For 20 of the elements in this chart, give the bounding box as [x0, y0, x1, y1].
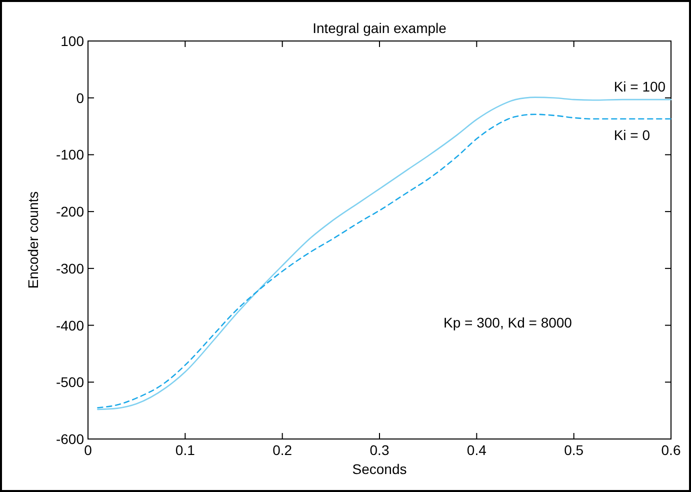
x-tick-label: 0.2: [272, 442, 292, 458]
y-tick-label: -100: [56, 146, 84, 163]
x-tick-label: 0.6: [661, 442, 681, 458]
y-tick-label: 0: [76, 90, 84, 106]
x-tick-label: 0.1: [175, 442, 196, 458]
y-tick-label: -200: [56, 204, 84, 220]
series-label: Ki = 0: [614, 126, 650, 143]
y-axis-title: Encoder counts: [25, 191, 41, 289]
y-tick-label: -400: [56, 317, 84, 334]
y-tick-label: -600: [56, 431, 84, 447]
y-tick-label: -500: [56, 374, 84, 390]
x-tick-label: 0.3: [370, 442, 390, 458]
series-label: Ki = 100: [614, 78, 666, 95]
chart-title: Integral gain example: [312, 20, 447, 36]
x-tick-label: 0.4: [466, 442, 487, 458]
x-tick-label: 0.5: [564, 442, 584, 458]
annotation: Kp = 300, Kd = 8000: [444, 314, 572, 331]
x-axis-title: Seconds: [352, 461, 407, 477]
y-tick-label: 100: [60, 33, 84, 49]
y-tick-label: -300: [56, 260, 84, 276]
